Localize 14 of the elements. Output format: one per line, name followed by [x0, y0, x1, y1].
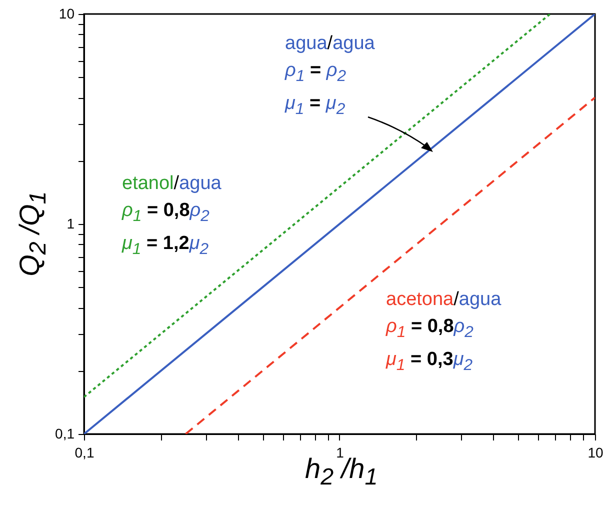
y-tick-label: 10: [58, 6, 75, 22]
x-tick-label: 0,1: [74, 444, 94, 460]
x-tick-label: 10: [588, 444, 604, 460]
text: etanol/agua: [122, 173, 222, 194]
annotation: μ$_{1}$ = 1,2μ$_{2}$: [122, 232, 209, 258]
annotation: μ$_{1}$ = μ$_{2}$: [285, 92, 346, 118]
text: agua/agua: [285, 33, 375, 54]
y-tick-label: 1: [66, 216, 75, 232]
series-label: acetona/agua: [386, 289, 502, 310]
annotation: ρ$_{1}$ = 0,8ρ$_{2}$: [386, 316, 474, 341]
annotation: ρ$_{1}$ = ρ$_{2}$: [285, 60, 346, 85]
annotation: μ$_{1}$ = 0,3μ$_{2}$: [386, 348, 473, 374]
annotation: ρ$_{1}$ = 0,8ρ$_{2}$: [122, 200, 210, 225]
y-tick-label: 0,1: [55, 426, 75, 442]
